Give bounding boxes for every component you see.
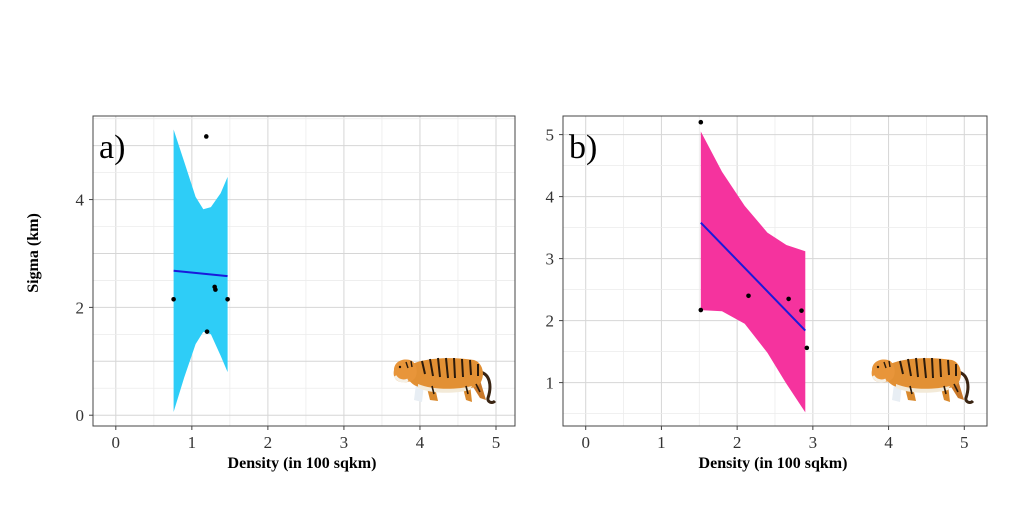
data-point <box>171 297 176 302</box>
data-point <box>804 345 810 351</box>
y-tick-label: 0 <box>76 406 85 425</box>
data-point <box>204 329 210 334</box>
x-tick-label: 3 <box>809 433 818 452</box>
y-tick-label: 1 <box>546 374 555 393</box>
data-point <box>786 296 791 302</box>
x-tick-label: 2 <box>264 433 273 452</box>
x-tick-label: 0 <box>581 433 590 452</box>
x-tick-label: 5 <box>960 433 969 452</box>
tiger-icon <box>392 356 497 404</box>
x-tick-label: 1 <box>188 433 197 452</box>
data-point <box>225 297 230 302</box>
data-point <box>213 287 218 292</box>
tiger-icon <box>870 356 975 404</box>
y-tick-label: 4 <box>76 191 85 210</box>
y-tick-label: 2 <box>546 312 555 331</box>
plot-frame <box>562 115 988 427</box>
panel-a: 0 1 2 3 4 5 0 2 4 Density (in 100 sqkm) Sigma (km)… <box>25 115 516 472</box>
panel-label: b) <box>569 129 597 166</box>
y-tick-label: 3 <box>546 250 555 269</box>
panel-b: 0 1 2 3 4 5 1 2 3 4 5 Density (in 100 sqkm) b) <box>546 115 988 472</box>
x-tick-label: 5 <box>492 433 501 452</box>
y-tick-label: 5 <box>546 126 555 145</box>
plot-frame <box>92 115 516 427</box>
fit-line <box>700 221 807 332</box>
data-point <box>746 293 751 299</box>
confidence-band <box>173 129 228 412</box>
data-point <box>799 308 804 313</box>
x-tick-label: 2 <box>733 433 742 452</box>
x-axis-title: Density (in 100 sqkm) <box>228 455 377 472</box>
y-tick-label: 2 <box>76 298 85 317</box>
y-axis-title: Sigma (km) <box>25 213 42 293</box>
x-tick-label: 4 <box>884 433 893 452</box>
fit-line <box>173 269 228 278</box>
data-point <box>203 134 209 139</box>
panel-label: a) <box>99 129 125 166</box>
confidence-band <box>700 131 806 413</box>
data-point <box>698 119 704 125</box>
x-axis-title: Density (in 100 sqkm) <box>699 455 848 472</box>
y-tick-label: 4 <box>546 188 555 207</box>
x-tick-label: 3 <box>340 433 349 452</box>
data-point <box>698 307 704 313</box>
x-tick-label: 0 <box>112 433 121 452</box>
x-tick-label: 4 <box>416 433 425 452</box>
x-tick-label: 1 <box>657 433 666 452</box>
